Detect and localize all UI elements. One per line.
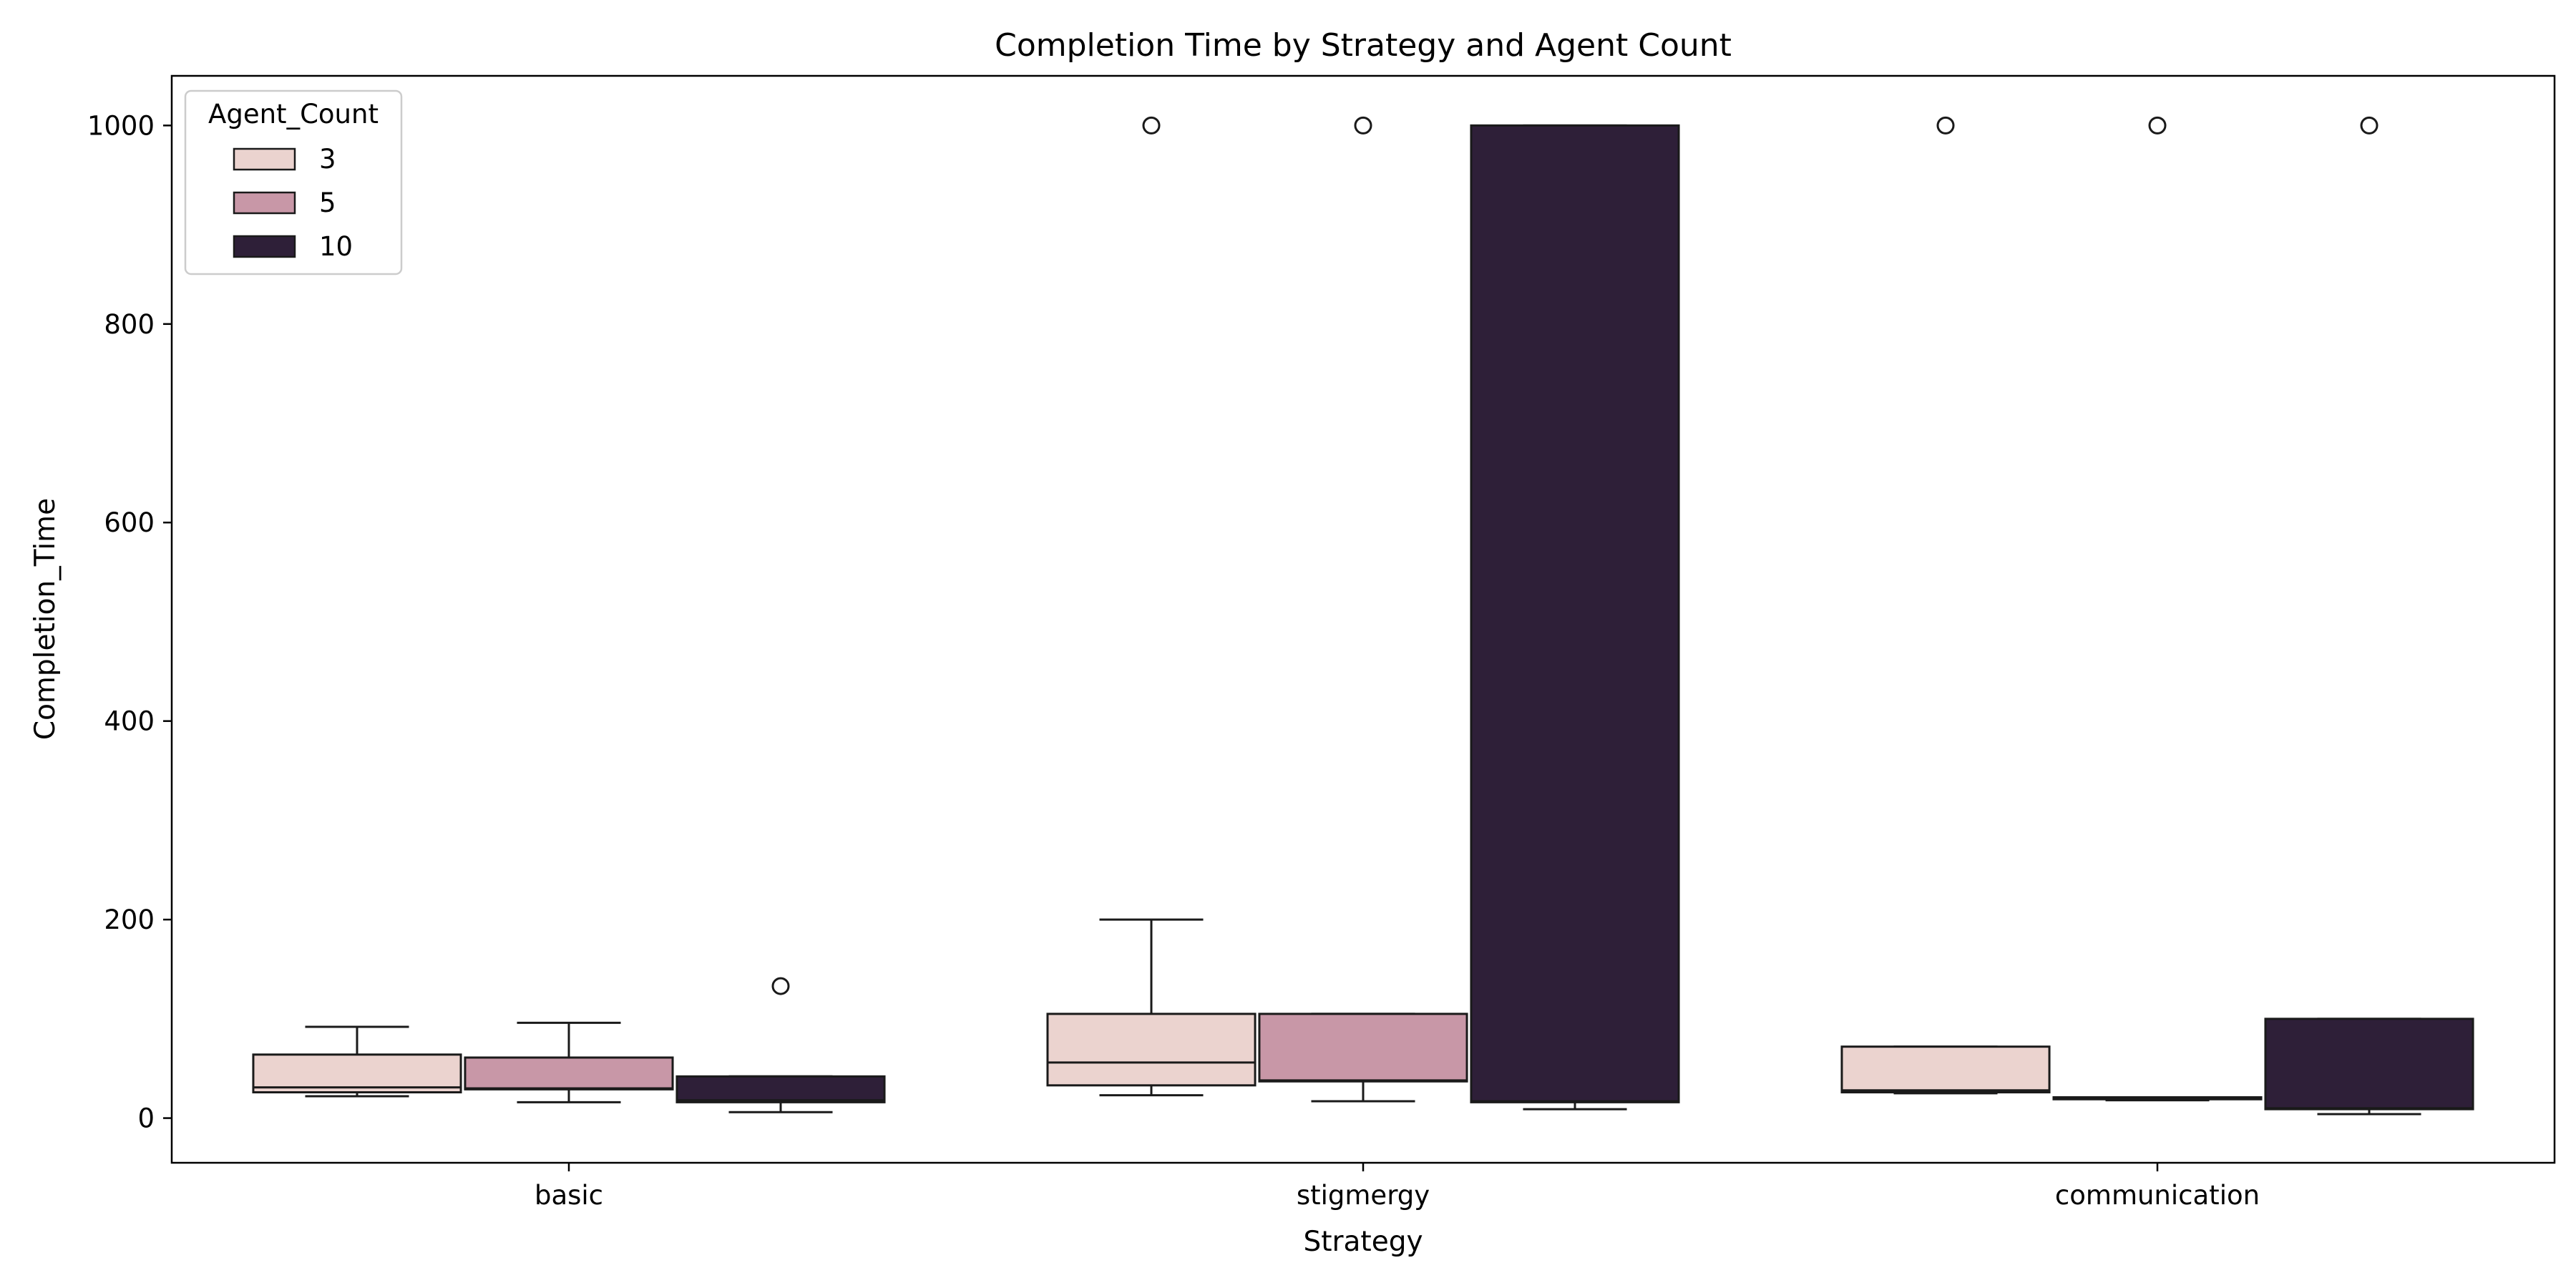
outlier-point [1936,116,1955,135]
x-axis-label: Strategy [1303,1226,1423,1258]
legend-label: 3 [319,144,336,175]
outlier-point [2360,116,2379,135]
x-tick-label: communication [2055,1180,2260,1211]
box-basic-10 [675,977,886,1113]
legend-swatch [233,147,296,171]
legend-frame [184,89,403,275]
legend-swatch [233,235,296,258]
box-iqr [2264,1018,2474,1111]
legend-entry-3: 3 [233,144,336,175]
box-stigmergy-3 [1046,116,1257,1097]
outlier-point [1354,116,1372,135]
legend-entry-10: 10 [233,231,353,262]
box-basic-5 [464,1021,674,1103]
legend-entries: 3 5 10 [233,144,353,262]
box-iqr [1258,1013,1468,1083]
box-iqr [675,1075,886,1103]
series-3 [252,116,2051,1098]
x-tick-label: basic [535,1180,603,1211]
box-iqr [1046,1013,1257,1087]
y-tick-label: 0 [137,1103,155,1134]
legend-swatch [233,191,296,215]
outlier-point [771,977,790,995]
series-10 [675,116,2474,1116]
axes-layer: 0 200 400 600 800 1000 basic stigmergy communica… [87,110,2260,1211]
x-tick-label: stigmergy [1297,1180,1430,1211]
box-iqr [464,1056,674,1091]
box-communication-5 [2052,116,2263,1102]
legend-label: 5 [319,187,336,218]
chart-title: Completion Time by Strategy and Agent Co… [995,27,1732,64]
y-tick-label: 1000 [87,110,155,141]
box-basic-3 [252,1025,462,1098]
y-tick-label: 200 [104,904,155,935]
plot-layer [252,116,2474,1116]
y-tick-label: 600 [104,507,155,538]
y-axis-label: Completion_Time [29,498,62,740]
box-stigmergy-5 [1258,116,1468,1103]
y-tick-label: 400 [104,706,155,737]
outlier-point [1142,116,1161,135]
outlier-point [2148,116,2167,135]
legend-label: 10 [319,231,353,262]
box-communication-3 [1840,116,2051,1095]
box-iqr [252,1053,462,1094]
legend: Agent_Count 3 5 10 [184,89,403,275]
legend-entry-5: 5 [233,187,336,218]
box-communication-10 [2264,116,2474,1116]
plot-frame [170,74,2556,1164]
legend-title: Agent_Count [208,99,379,130]
box-iqr [1470,124,1680,1103]
y-tick-label: 800 [104,309,155,340]
box-iqr [1840,1045,2051,1094]
box-stigmergy-10 [1470,124,1680,1111]
series-5 [464,116,2263,1103]
